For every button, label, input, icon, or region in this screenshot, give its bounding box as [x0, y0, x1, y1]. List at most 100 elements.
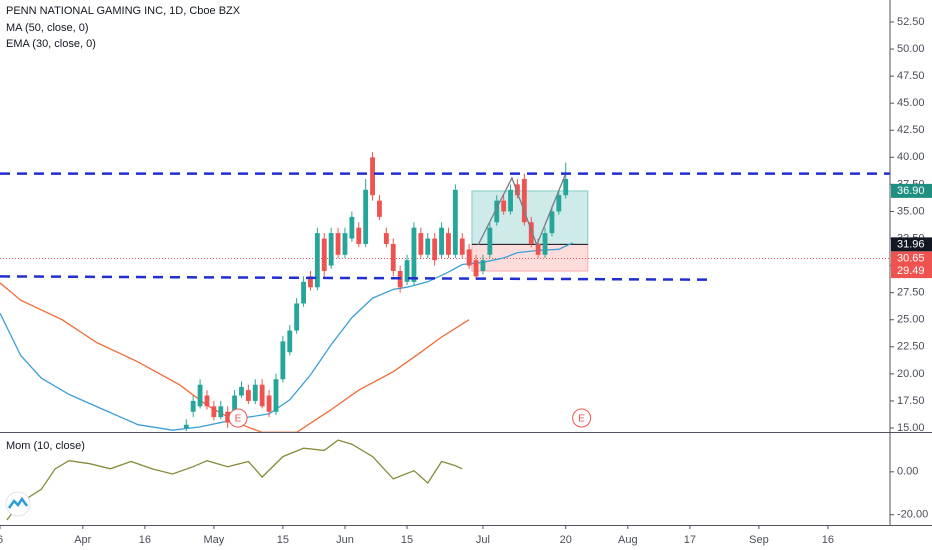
candle-body [280, 341, 286, 380]
earnings-marker [572, 408, 592, 428]
momentum-pane [6, 439, 463, 521]
pattern-drawing [477, 173, 567, 247]
candle-body [301, 281, 306, 304]
candle-body [342, 233, 348, 255]
y-tick-label: 40.00 [897, 151, 925, 163]
candle-body [508, 189, 513, 212]
x-tick-label: 15 [401, 534, 413, 546]
x-tick-label: Aug [618, 534, 638, 546]
price-label: 31.96 [897, 238, 925, 250]
y-tick-label: 22.50 [897, 341, 925, 353]
candle-body [515, 184, 520, 196]
y-tick-label: 17.50 [897, 395, 925, 407]
candle-body [487, 227, 493, 255]
candle-body [542, 233, 548, 255]
y-tick-label: 25.00 [897, 314, 925, 326]
chart-title: PENN NATIONAL GAMING INC, 1D, Cboe BZX [6, 5, 241, 17]
candle-body [452, 189, 458, 255]
candle-body [459, 238, 465, 255]
candle-body [418, 233, 424, 255]
candle-body [370, 157, 375, 196]
indicator-line [0, 282, 470, 432]
candle-body [321, 238, 327, 272]
candle-body [328, 233, 334, 266]
candle-body [425, 238, 431, 255]
y-tick-label: -20.00 [897, 509, 928, 521]
y-tick-label: 0.00 [897, 466, 918, 478]
earnings-label: E [578, 414, 585, 425]
candle-body [377, 200, 382, 217]
candle-body [411, 227, 417, 282]
y-tick-label: 15.00 [897, 422, 925, 434]
candle-body [363, 189, 369, 244]
x-tick-label: 15 [277, 534, 289, 546]
y-tick-label: 42.50 [897, 124, 925, 136]
candle-body [446, 233, 451, 255]
candle-body [218, 406, 224, 418]
momentum-line [6, 439, 463, 521]
candle-body [521, 178, 527, 223]
candle-body [190, 400, 196, 412]
logo[interactable] [5, 491, 31, 517]
price-label-box [891, 183, 932, 198]
x-tick-label: Jul [476, 534, 490, 546]
candle-body [501, 200, 507, 212]
y-tick-label: 20.00 [897, 368, 925, 380]
candle-body [183, 424, 189, 428]
earnings-marker [228, 408, 248, 428]
candle-body [494, 200, 500, 223]
candle-body [439, 227, 444, 255]
candle-body [383, 233, 389, 244]
axes [0, 0, 932, 526]
candle-body [225, 411, 231, 423]
indicator-label: Mom (10, close) [6, 440, 85, 452]
price-label: 36.90 [897, 185, 925, 197]
x-tick-label: 20 [560, 534, 572, 546]
candle-body [480, 260, 486, 272]
indicator-label: EMA (30, close, 0) [6, 38, 96, 50]
candle-body [556, 195, 562, 212]
x-tick-label: 16 [822, 534, 834, 546]
x-tick-label: Jun [336, 534, 354, 546]
y-tick-label: 50.00 [897, 43, 925, 55]
candle-body [294, 303, 300, 331]
candle-body [252, 384, 258, 401]
candle-body [245, 390, 251, 401]
candle-body [314, 233, 320, 288]
candle-body [563, 178, 569, 196]
candle-body [356, 227, 362, 244]
candle-body [349, 216, 355, 239]
x-tick-label: 17 [684, 534, 696, 546]
candle-body [211, 406, 217, 418]
y-tick-label: 35.00 [897, 205, 925, 217]
candle-body [232, 395, 237, 418]
x-tick-label: Sep [749, 534, 769, 546]
indicator-line [0, 242, 573, 431]
candle-body [473, 260, 479, 277]
candle-body [466, 249, 472, 266]
candle-body [432, 238, 438, 261]
candle-body [259, 384, 265, 407]
x-tick-label: 6 [0, 534, 3, 546]
candle-body [335, 233, 341, 255]
candle-body [197, 384, 203, 407]
y-tick-label: 45.00 [897, 97, 925, 109]
candle-body [549, 211, 555, 234]
candle-body [273, 379, 279, 412]
candle-body [404, 260, 410, 282]
y-tick-label: 47.50 [897, 70, 925, 82]
x-tick-label: May [203, 534, 224, 546]
candle-body [528, 222, 534, 244]
earnings-label: E [235, 414, 242, 425]
candle-body [239, 386, 244, 396]
candle-body [287, 330, 293, 353]
candle-body [390, 243, 396, 272]
candle-body [535, 243, 541, 255]
price-label-box [891, 237, 932, 252]
y-tick-label: 52.50 [897, 16, 925, 28]
price-label: 30.65 [897, 252, 925, 264]
x-tick-label: 16 [139, 534, 151, 546]
